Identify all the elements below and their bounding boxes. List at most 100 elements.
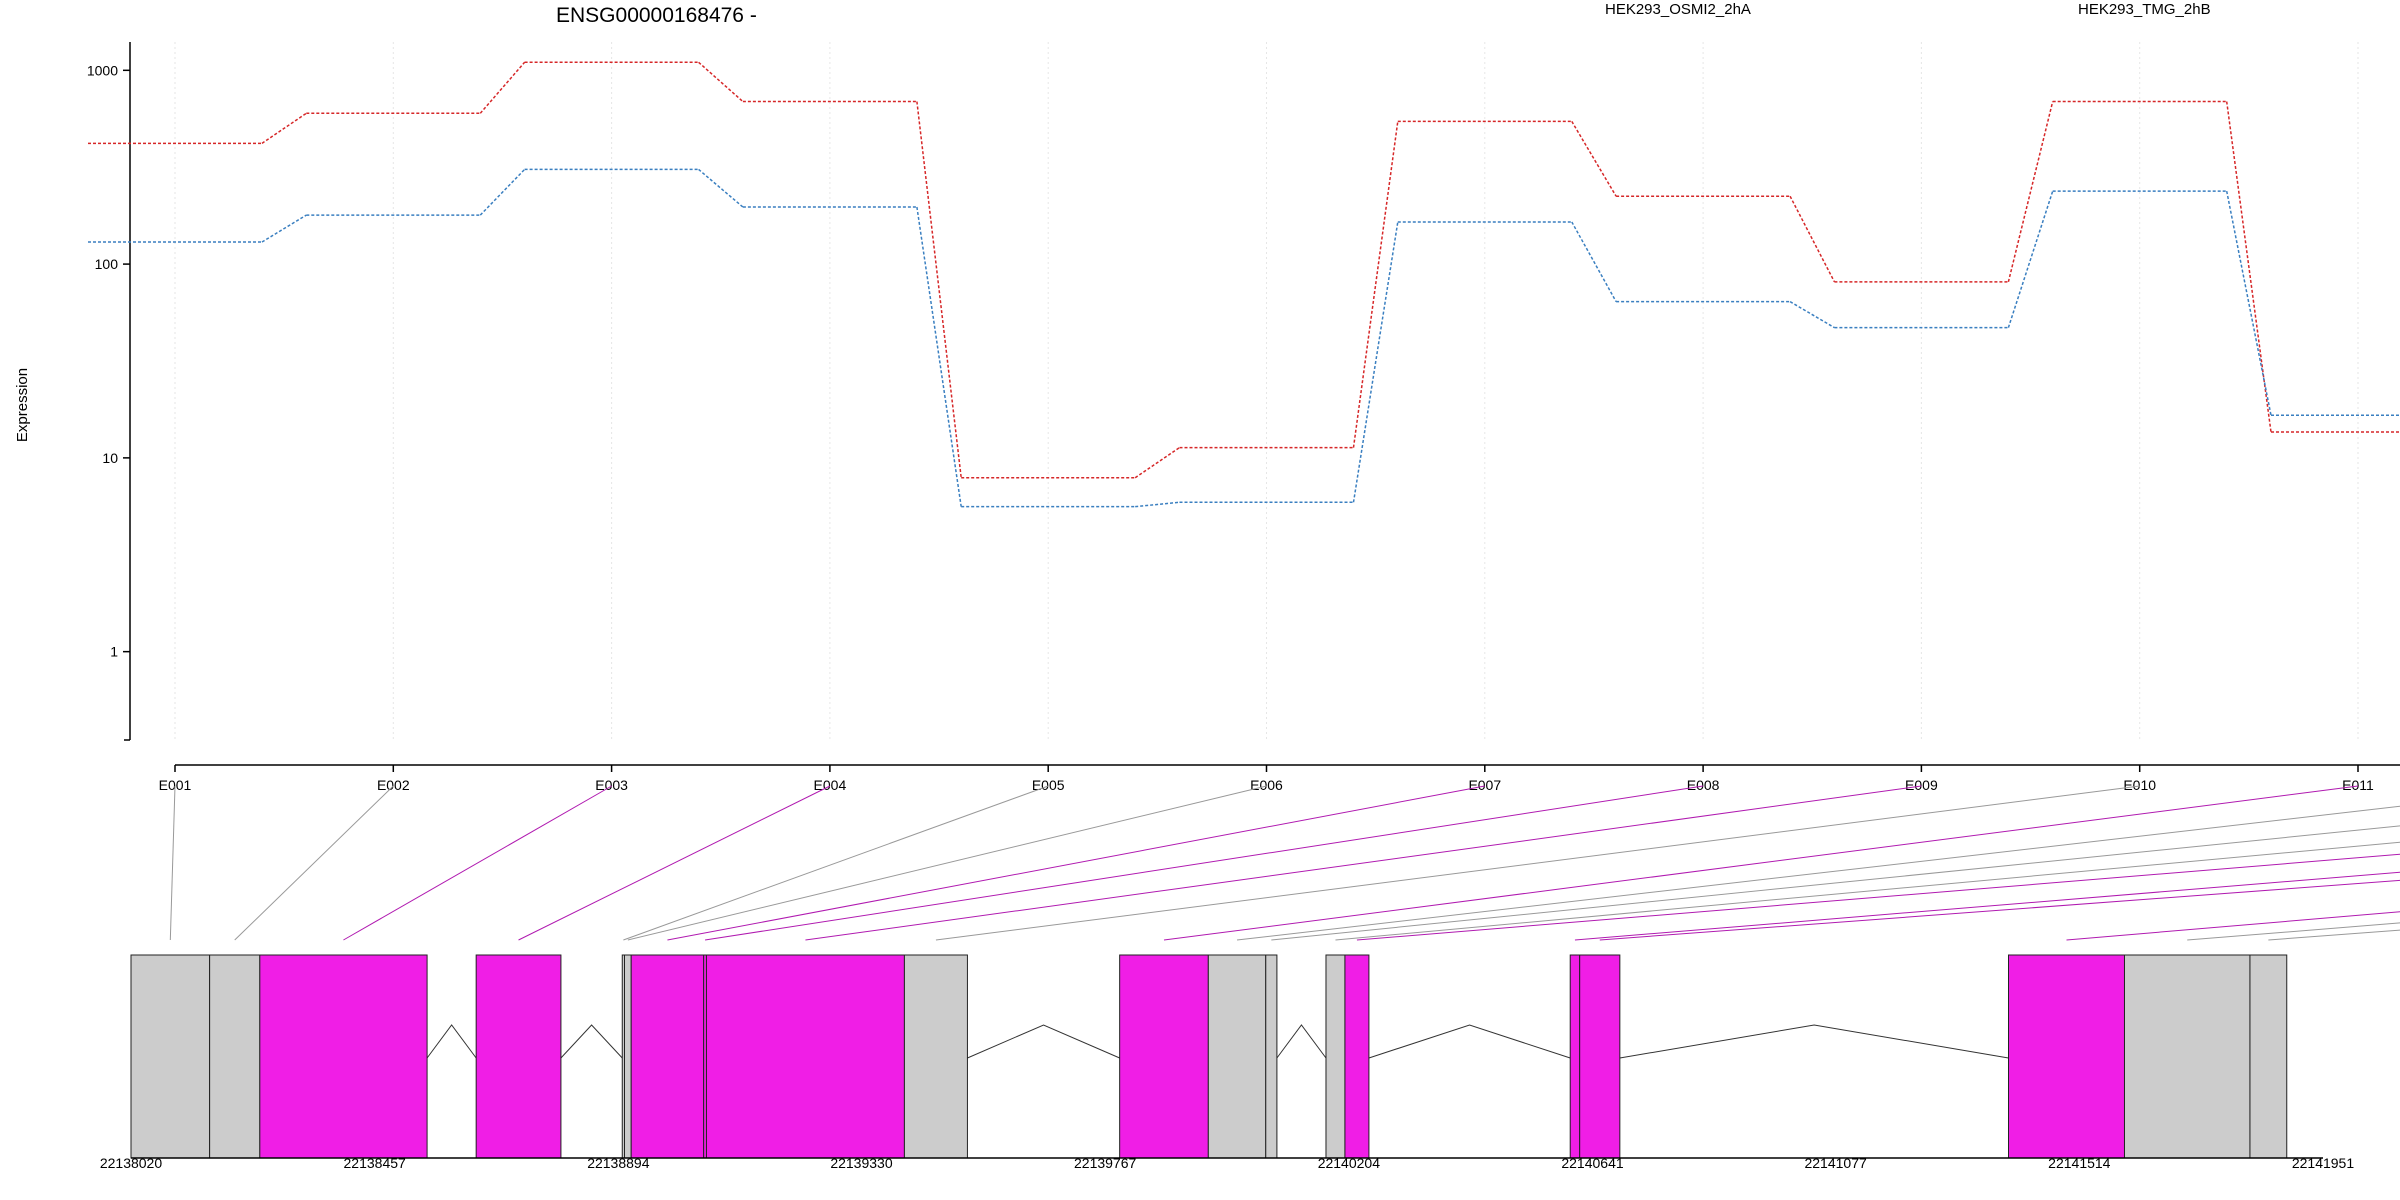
exon-connector (805, 785, 1922, 941)
series-connector (261, 214, 307, 243)
exon-connector (1236, 805, 2400, 941)
coordinate-tick-label: 22141514 (2048, 1155, 2111, 1171)
exon-connector (1335, 841, 2400, 941)
exon-connector (169, 785, 176, 941)
y-tick-label: 1 (110, 644, 118, 660)
exon-box (1325, 954, 1346, 1159)
series-connector (1789, 195, 1836, 283)
exon-connectors (169, 785, 2400, 941)
coordinate-tick-label: 22140204 (1318, 1155, 1381, 1171)
exon-connector (704, 785, 1704, 941)
exon-connector (1271, 825, 2400, 941)
exon-box (209, 954, 261, 1159)
exon-box (1119, 954, 1209, 1159)
exon-tick-label: E001 (159, 777, 192, 793)
series-connector (698, 61, 744, 103)
series-lines (88, 61, 2400, 508)
exon-box (1265, 954, 1278, 1159)
exon-box (259, 954, 428, 1159)
y-tick-label: 100 (95, 256, 119, 272)
series-connector (2007, 190, 2054, 328)
exon-box (623, 954, 632, 1159)
axes: 1 10 100 1000 (87, 42, 131, 741)
exon-box (1207, 954, 1267, 1159)
exon-axis: E001 E002 E003 E004 E005 E006 E007 E008 E009 E010… (159, 764, 2400, 793)
series-connector (1571, 121, 1617, 197)
coordinate-tick-label: 22141951 (2292, 1155, 2355, 1171)
coordinate-tick-label: 22139330 (830, 1155, 893, 1171)
intron-line (1619, 1024, 2009, 1059)
coordinate-tick-label: 22138894 (587, 1155, 650, 1171)
exon-box (2123, 954, 2251, 1159)
exon-box (2249, 954, 2288, 1159)
series-connector (698, 168, 744, 208)
exon-tick-label: E008 (1687, 777, 1720, 793)
intron-line (1368, 1024, 1571, 1059)
exon-tick-label: E010 (2123, 777, 2156, 793)
exon-tick-label: E002 (377, 777, 410, 793)
exon-box (2008, 954, 2125, 1159)
exon-connector (935, 785, 2140, 941)
series-connector (1352, 121, 1399, 448)
legend-entry-osmi2: HEK293_OSMI2_2hA (1605, 1, 1751, 18)
genomic-coordinate-axis: 22138020 22138457 22138894 22139330 22139767… (100, 1155, 2355, 1171)
y-tick-label: 1000 (87, 62, 118, 78)
exon-box (903, 954, 968, 1159)
intron-line (967, 1024, 1120, 1059)
coordinate-tick-label: 22139767 (1074, 1155, 1137, 1171)
exon-box (630, 954, 705, 1159)
exon-box (705, 954, 905, 1159)
series-connector (916, 206, 962, 507)
y-tick-label: 10 (102, 450, 118, 466)
exon-connector (1574, 871, 2400, 941)
series-connector (1352, 221, 1399, 503)
exon-connector (667, 785, 1485, 941)
exon-connector (627, 785, 1267, 941)
exon-connector (343, 785, 612, 941)
series-connector (2225, 101, 2272, 433)
intron-line (426, 1024, 477, 1059)
grid-lines (174, 42, 2359, 740)
exon-tick-label: E007 (1468, 777, 1501, 793)
intron-line (560, 1024, 623, 1059)
exon-box (1344, 954, 1370, 1159)
exon-connector (2066, 911, 2400, 941)
series-connector (916, 101, 962, 478)
coordinate-tick-label: 22138457 (344, 1155, 407, 1171)
series-connector (479, 168, 526, 216)
exon-connector (1356, 853, 2400, 941)
coordinate-tick-label: 22138020 (100, 1155, 163, 1171)
gene-model (130, 954, 2288, 1159)
coordinate-tick-label: 22140641 (1561, 1155, 1624, 1171)
exon-box (475, 954, 562, 1159)
series-connector (479, 61, 526, 114)
legend-entry-tmg: HEK293_TMG_2hB (2078, 1, 2211, 18)
series-1 (88, 168, 2400, 508)
series-connector (2225, 190, 2272, 416)
exon-connector (518, 785, 831, 941)
exon-tick-label: E009 (1905, 777, 1938, 793)
exon-box (130, 954, 211, 1159)
y-axis-label: Expression (14, 368, 31, 442)
exon-connector (1599, 879, 2400, 941)
series-connector (261, 112, 307, 144)
coordinate-tick-label: 22141077 (1804, 1155, 1867, 1171)
exon-box (1579, 954, 1621, 1159)
series-connector (2007, 101, 2054, 283)
exon-connector (623, 785, 1049, 941)
series-connector (1134, 446, 1180, 479)
series-connector (1135, 501, 1180, 508)
exon-tick-label: E006 (1250, 777, 1283, 793)
series-connector (1571, 221, 1617, 303)
exon-connector (234, 785, 394, 941)
series-0 (88, 61, 2400, 479)
exon-box (1569, 954, 1581, 1159)
exon-connector (1163, 785, 2359, 941)
exon-tick-label: E011 (2342, 777, 2374, 793)
chart-title: ENSG00000168476 - (556, 4, 757, 27)
series-connector (1789, 301, 1835, 329)
intron-line (1276, 1024, 1327, 1059)
exon-tick-label: E004 (814, 777, 847, 793)
exon-tick-label: E003 (595, 777, 628, 793)
